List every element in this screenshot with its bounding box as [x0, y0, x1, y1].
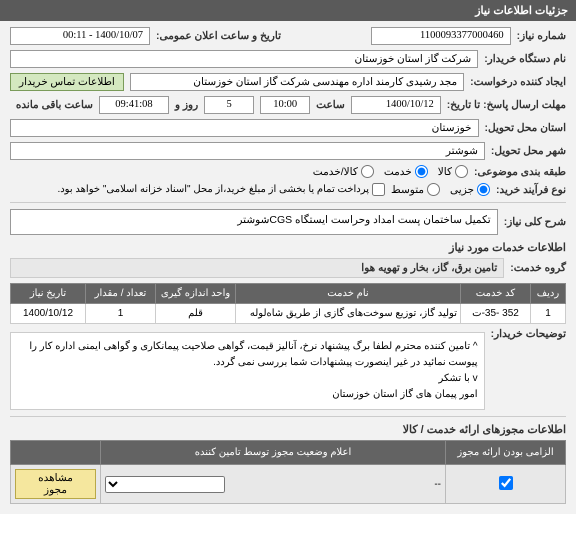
remain-label: ساعت باقی مانده — [16, 99, 93, 111]
process-group: جزیی متوسط — [391, 183, 490, 196]
view-auth-button[interactable]: مشاهده مجوز — [15, 469, 96, 499]
services-table: ردیف کد خدمت نام خدمت واحد اندازه گیری ت… — [10, 283, 566, 324]
announce-label: تاریخ و ساعت اعلان عمومی: — [156, 30, 281, 42]
auth-required-checkbox[interactable] — [499, 476, 513, 490]
payment-checkbox[interactable] — [372, 183, 385, 196]
buyer-note-label: توضیحات خریدار: — [491, 328, 566, 340]
auth-col-2: اعلام وضعیت مجوز توسط تامین کننده — [101, 441, 446, 465]
cell-qty: 1 — [86, 304, 156, 324]
need-no: 1100093377000460 — [371, 27, 511, 45]
buyer-name: شرکت گاز استان خوزستان — [10, 50, 478, 68]
col-name: نام خدمت — [236, 284, 461, 304]
note-line-1: ^ تامین کننده محترم لطفا برگ پیشنهاد نرخ… — [17, 339, 478, 371]
cell-row: 1 — [531, 304, 566, 324]
radio-medium[interactable]: متوسط — [391, 183, 440, 196]
city-label: شهر محل تحویل: — [491, 145, 566, 157]
buyer-note-box: ^ تامین کننده محترم لطفا برگ پیشنهاد نرخ… — [10, 332, 485, 410]
auth-col-3 — [11, 441, 101, 465]
table-row: 1 352 -35-ت تولید گاز، توزیع سوخت‌های گا… — [11, 304, 566, 324]
contact-button[interactable]: اطلاعات تماس خریدار — [10, 73, 124, 91]
province-field: خوزستان — [10, 119, 479, 137]
note-line-2: v با تشکر — [17, 371, 478, 387]
col-unit: واحد اندازه گیری — [156, 284, 236, 304]
col-date: تاریخ نیاز — [11, 284, 86, 304]
deadline-date: 1400/10/12 — [351, 96, 441, 114]
city-field: شوشتر — [10, 142, 485, 160]
cell-code: 352 -35-ت — [461, 304, 531, 324]
radio-small-input[interactable] — [477, 183, 490, 196]
days-label: روز و — [175, 99, 198, 111]
payment-check[interactable]: پرداخت تمام یا بخشی از مبلغ خرید،از محل … — [57, 183, 385, 196]
time-remaining: 09:41:08 — [99, 96, 169, 114]
subject-type-group: کالا خدمت کالا/خدمت — [313, 165, 468, 178]
cell-date: 1400/10/12 — [11, 304, 86, 324]
services-section-title: اطلاعات خدمات مورد نیاز — [10, 241, 566, 254]
page-header: جزئیات اطلاعات نیاز — [0, 0, 576, 21]
process-label: نوع فرآیند خرید: — [496, 184, 566, 196]
creator-name: مجد رشیدی کارمند اداره مهندسی شرکت گاز ا… — [130, 73, 464, 91]
col-qty: تعداد / مقدار — [86, 284, 156, 304]
auth-table: الزامی بودن ارائه مجوز اعلام وضعیت مجوز … — [10, 440, 566, 504]
radio-goods-input[interactable] — [455, 165, 468, 178]
radio-service-input[interactable] — [415, 165, 428, 178]
auth-section-title: اطلاعات مجوزهای ارائه خدمت / کالا — [10, 423, 566, 436]
announce-date: 1400/10/07 - 00:11 — [10, 27, 150, 45]
col-row: ردیف — [531, 284, 566, 304]
radio-both-input[interactable] — [361, 165, 374, 178]
auth-col-1: الزامی بودن ارائه مجوز — [446, 441, 566, 465]
buyer-label: نام دستگاه خریدار: — [484, 53, 566, 65]
desc-label: شرح کلی نیاز: — [504, 216, 566, 228]
radio-both[interactable]: کالا/خدمت — [313, 165, 374, 178]
group-label: گروه خدمت: — [510, 262, 566, 274]
cell-name: تولید گاز، توزیع سوخت‌های گازی از طریق ش… — [236, 304, 461, 324]
header-title: جزئیات اطلاعات نیاز — [475, 5, 568, 17]
col-code: کد خدمت — [461, 284, 531, 304]
cell-unit: قلم — [156, 304, 236, 324]
desc-field: تکمیل ساختمان پست امداد وحراست ایستگاه C… — [10, 209, 498, 235]
radio-medium-input[interactable] — [427, 183, 440, 196]
subject-type-label: طبقه بندی موضوعی: — [474, 166, 566, 178]
auth-row: -- مشاهده مجوز — [11, 465, 566, 504]
deadline-time: 10:00 — [260, 96, 310, 114]
deadline-label: مهلت ارسال پاسخ: تا تاریخ: — [447, 99, 566, 111]
auth-dash: -- — [231, 479, 441, 490]
time-label-1: ساعت — [316, 99, 345, 111]
radio-small[interactable]: جزیی — [450, 183, 490, 196]
days-remaining: 5 — [204, 96, 254, 114]
province-label: استان محل تحویل: — [485, 122, 566, 134]
radio-goods[interactable]: کالا — [438, 165, 468, 178]
group-field: تامین برق، گاز، بخار و تهویه هوا — [10, 258, 504, 278]
creator-label: ایجاد کننده درخواست: — [470, 76, 566, 88]
auth-status-select[interactable] — [105, 476, 225, 493]
radio-service[interactable]: خدمت — [384, 165, 428, 178]
need-no-label: شماره نیاز: — [517, 30, 566, 42]
note-line-3: امور پیمان های گاز استان خوزستان — [17, 387, 478, 403]
